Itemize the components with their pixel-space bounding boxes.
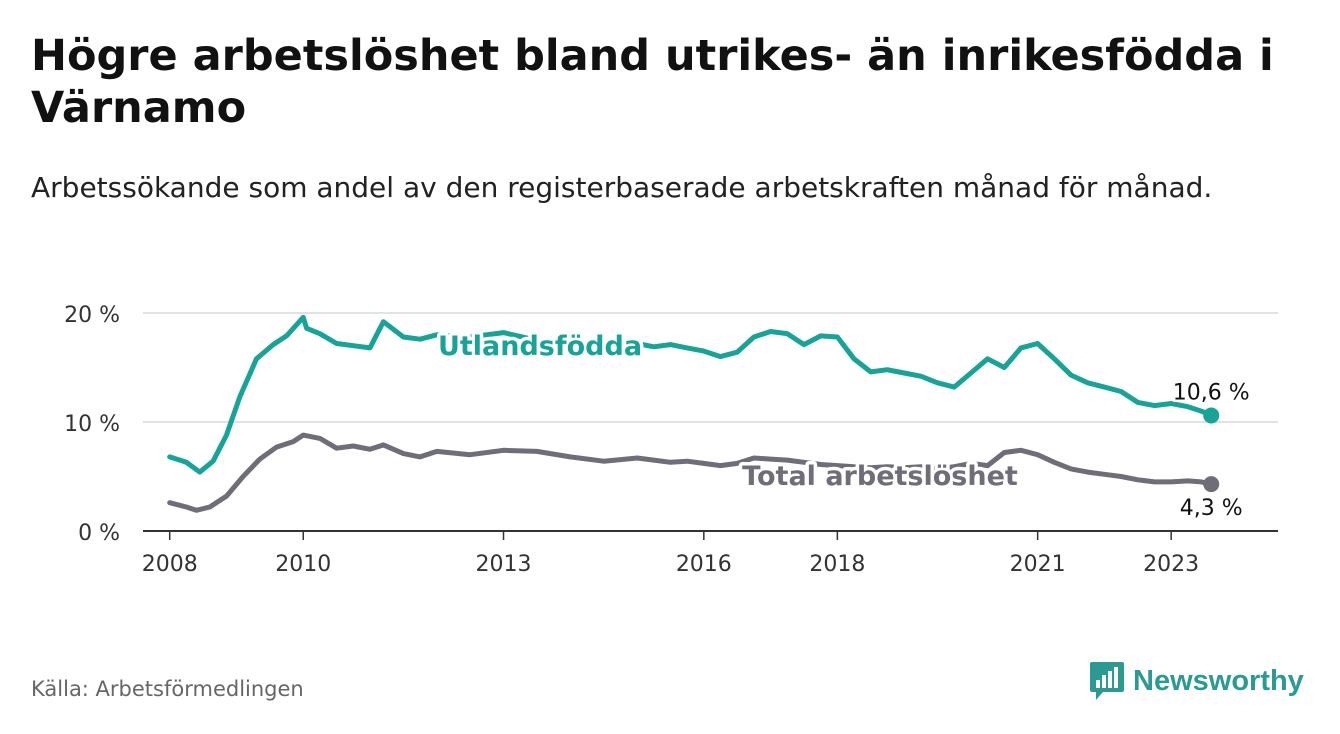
gridlines xyxy=(143,312,1278,423)
chart-title: Högre arbetslöshet bland utrikes- än inr… xyxy=(31,31,1274,133)
newsworthy-logo[interactable]: Newsworthy xyxy=(1089,660,1304,702)
series-line-total xyxy=(167,432,1214,513)
end-label-total: 4,3 % xyxy=(1180,496,1243,521)
series-line-utlandsfodda xyxy=(167,314,1214,475)
series-label-utlandsfodda: Utlandsfödda xyxy=(438,331,642,362)
x-tick-label: 2021 xyxy=(1010,552,1066,577)
series-labels: Utlandsfödda Total arbetslöshet 10,6 % 4,3 … xyxy=(434,328,1252,524)
brand-name: Newsworthy xyxy=(1133,664,1304,697)
chart-subtitle: Arbetssökande som andel av den registerb… xyxy=(31,171,1213,204)
x-tick-label: 2008 xyxy=(142,552,198,577)
x-tick-label: 2010 xyxy=(275,552,331,577)
source-note: Källa: Arbetsförmedlingen xyxy=(31,677,304,701)
y-tick-label: 10 % xyxy=(64,412,120,437)
x-tick-label: 2023 xyxy=(1143,552,1199,577)
x-tick-label: 2016 xyxy=(676,552,732,577)
series-label-total: Total arbetslöshet xyxy=(742,461,1018,492)
y-tick-label: 20 % xyxy=(64,303,120,328)
end-label-utlandsfodda: 10,6 % xyxy=(1173,380,1250,405)
series-end-point xyxy=(1203,476,1220,493)
x-axis-ticks: 2008 2010 2013 2016 2018 2021 2023 xyxy=(142,531,1199,577)
x-tick-label: 2018 xyxy=(809,552,865,577)
y-axis-tick-labels: 0 % 10 % 20 % xyxy=(64,303,120,546)
y-tick-label: 0 % xyxy=(78,521,120,546)
newsworthy-logo-icon xyxy=(1090,662,1124,700)
series-lines xyxy=(167,314,1220,513)
x-tick-label: 2013 xyxy=(476,552,532,577)
series-end-point xyxy=(1203,407,1220,424)
